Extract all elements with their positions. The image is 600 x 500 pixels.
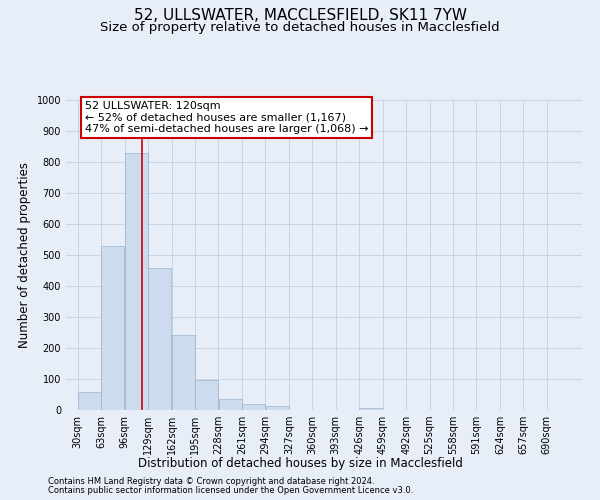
Text: Contains HM Land Registry data © Crown copyright and database right 2024.: Contains HM Land Registry data © Crown c…	[48, 477, 374, 486]
Bar	[218, 399, 242, 410]
Bar	[242, 404, 265, 410]
Bar	[195, 380, 218, 410]
Bar	[359, 408, 382, 410]
Bar	[148, 268, 172, 410]
Bar	[101, 246, 124, 410]
Text: Contains public sector information licensed under the Open Government Licence v3: Contains public sector information licen…	[48, 486, 413, 495]
Y-axis label: Number of detached properties: Number of detached properties	[18, 162, 31, 348]
Text: 52 ULLSWATER: 120sqm
← 52% of detached houses are smaller (1,167)
47% of semi-de: 52 ULLSWATER: 120sqm ← 52% of detached h…	[85, 100, 368, 134]
Text: Distribution of detached houses by size in Macclesfield: Distribution of detached houses by size …	[137, 458, 463, 470]
Text: Size of property relative to detached houses in Macclesfield: Size of property relative to detached ho…	[100, 22, 500, 35]
Text: 52, ULLSWATER, MACCLESFIELD, SK11 7YW: 52, ULLSWATER, MACCLESFIELD, SK11 7YW	[133, 8, 467, 22]
Bar	[172, 335, 195, 410]
Bar	[125, 154, 148, 410]
Bar	[266, 406, 289, 410]
Bar	[78, 392, 101, 410]
